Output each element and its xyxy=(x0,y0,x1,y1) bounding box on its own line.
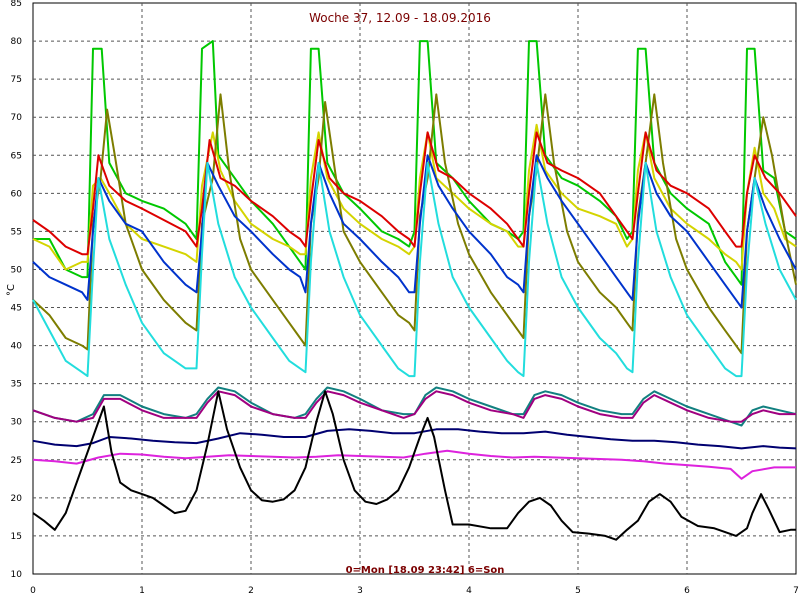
x-tick-label: 4 xyxy=(466,586,472,596)
series-line-5 xyxy=(32,154,797,309)
y-tick-label: 35 xyxy=(11,380,22,390)
x-tick-label: 3 xyxy=(357,586,363,596)
x-tick-label: 6 xyxy=(684,586,690,596)
series-line-9 xyxy=(32,428,797,450)
day-legend: 0=Mon [18.09 23:42] 6=Son xyxy=(346,565,505,576)
y-tick-label: 70 xyxy=(11,113,23,123)
y-tick-label: 50 xyxy=(11,265,23,275)
y-tick-label: 60 xyxy=(11,189,23,199)
y-tick-label: 55 xyxy=(11,227,22,237)
y-tick-label: 40 xyxy=(11,342,23,352)
y-tick-label: 25 xyxy=(11,456,22,466)
y-tick-label: 15 xyxy=(11,532,22,542)
series-line-11 xyxy=(32,390,796,541)
y-tick-label: 20 xyxy=(11,494,23,504)
series-line-1 xyxy=(33,40,797,286)
x-tick-label: 5 xyxy=(575,586,581,596)
y-tick-label: 75 xyxy=(11,75,22,85)
y-tick-label: 30 xyxy=(11,418,23,428)
series-line-8 xyxy=(32,390,796,423)
series-line-6 xyxy=(32,161,797,378)
y-tick-label: 45 xyxy=(11,304,22,314)
x-tick-label: 0 xyxy=(30,586,36,596)
y-tick-label: 10 xyxy=(11,570,23,580)
y-tick-label: 80 xyxy=(11,37,23,47)
series-line-4 xyxy=(32,131,797,256)
y-tick-label: 85 xyxy=(11,0,22,9)
y-axis-label: °C xyxy=(6,284,17,296)
series-line-10 xyxy=(32,449,796,480)
x-tick-label: 2 xyxy=(248,586,254,596)
chart-title: Woche 37, 12.09 - 18.09.2016 xyxy=(309,11,491,25)
x-tick-label: 7 xyxy=(793,586,799,596)
y-tick-label: 65 xyxy=(11,151,22,161)
x-tick-label: 1 xyxy=(139,586,145,596)
